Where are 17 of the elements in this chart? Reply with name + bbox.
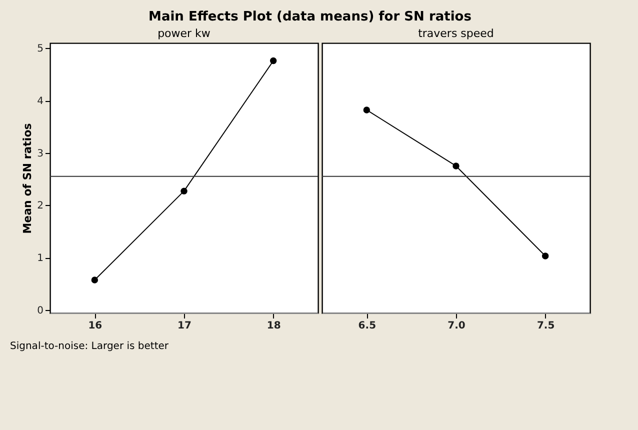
y-tick-label: 5 <box>37 44 44 55</box>
y-tick-label: 3 <box>37 148 44 160</box>
y-tick-label: 4 <box>37 96 44 108</box>
x-tick-label: 18 <box>266 320 281 332</box>
y-tick-label: 2 <box>37 200 44 212</box>
x-axis-title: power kw <box>158 27 210 40</box>
y-tick-label: 0 <box>37 305 44 316</box>
x-tick-label: 16 <box>88 320 102 332</box>
chart-title: Main Effects Plot (data means) for SN ratios <box>148 9 472 24</box>
x-tick-label: 7.0 <box>448 320 466 332</box>
text: Signal-to-noise: Larger is better <box>10 341 170 352</box>
x-tick-label: 6.5 <box>358 320 376 332</box>
x-tick-label: 17 <box>178 320 192 332</box>
x-axis-title: travers speed <box>418 27 494 40</box>
x-tick-label: 7.5 <box>536 320 555 332</box>
y-axis-title: Mean of SN ratios <box>21 122 34 234</box>
y-tick-label: 1 <box>37 253 44 264</box>
